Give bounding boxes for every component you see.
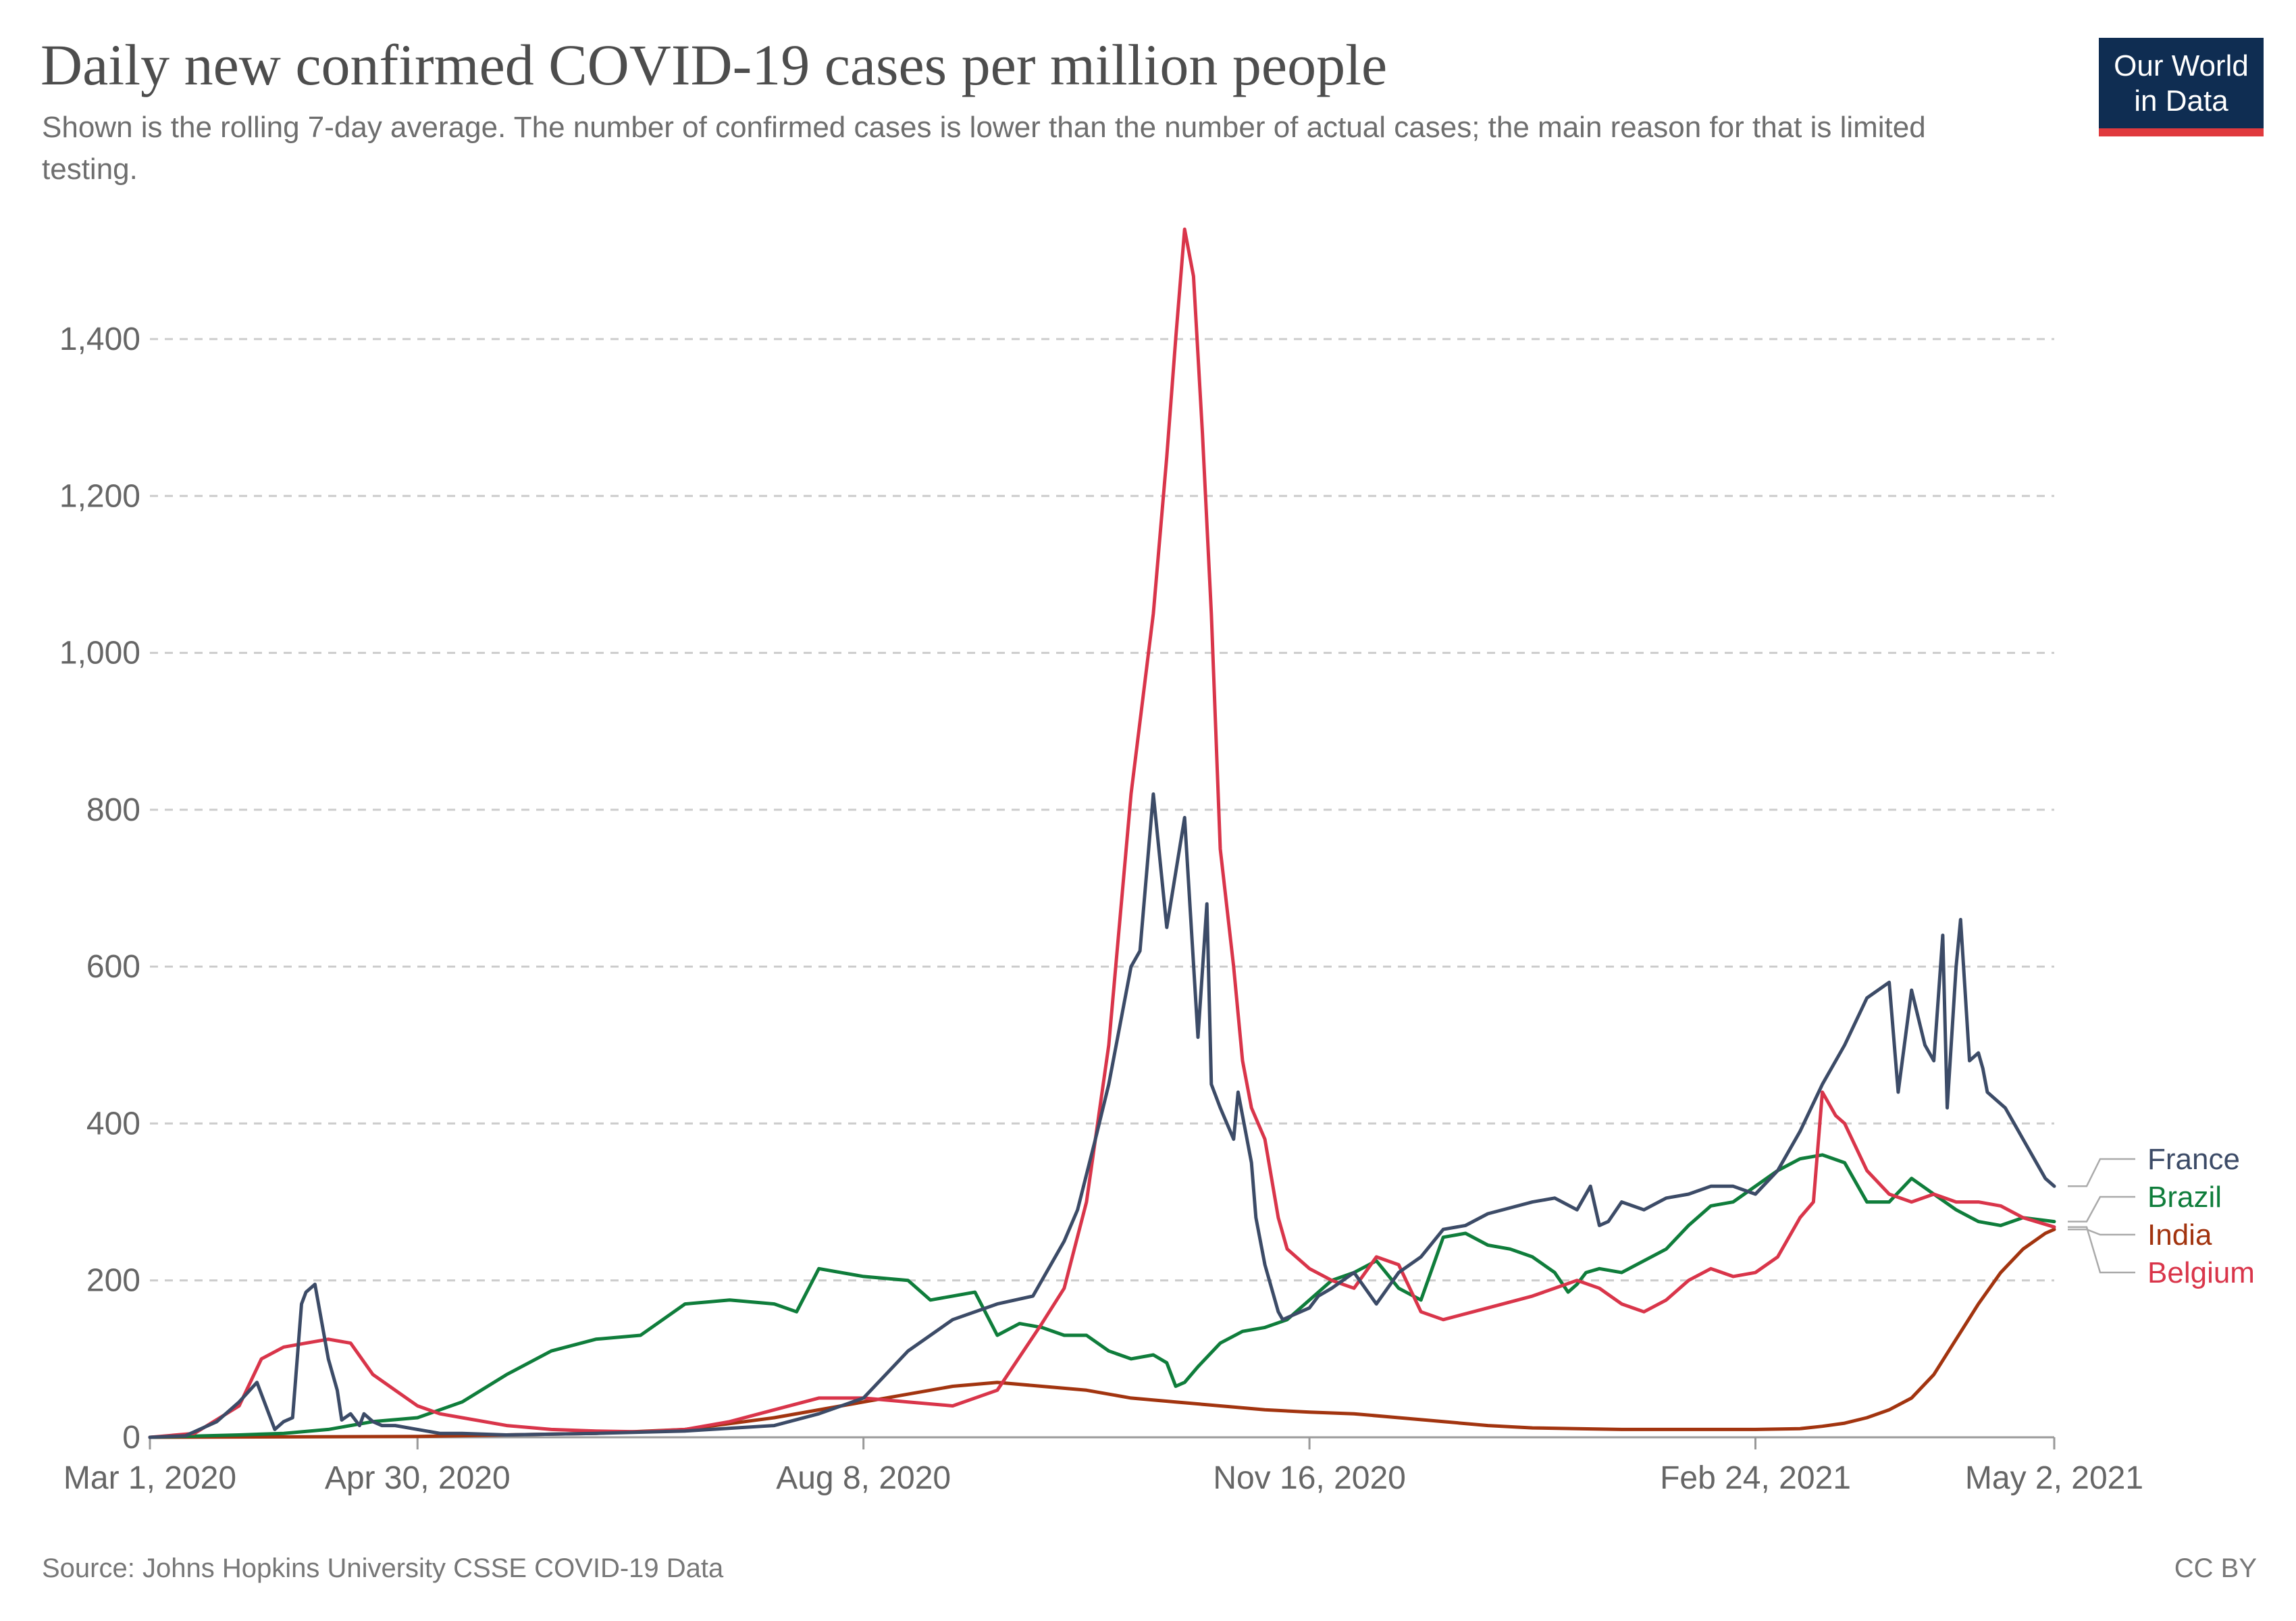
- legend-label-india[interactable]: India: [2147, 1218, 2212, 1252]
- series-line-india[interactable]: [148, 1227, 2056, 1439]
- x-tick-label: May 2, 2021: [1965, 1460, 2143, 1496]
- logo-accent-bar: [2099, 128, 2264, 136]
- series-lines: [148, 227, 2056, 1439]
- owid-logo[interactable]: Our World in Data: [2099, 38, 2264, 136]
- x-tick-label: Aug 8, 2020: [776, 1460, 951, 1496]
- x-tick-label: Mar 1, 2020: [63, 1460, 236, 1496]
- y-tick-label: 200: [86, 1263, 140, 1299]
- y-tick-label: 0: [122, 1420, 140, 1456]
- logo-line-1: Our World: [2114, 49, 2249, 82]
- legend-label-brazil[interactable]: Brazil: [2147, 1181, 2222, 1214]
- y-tick-label: 800: [86, 792, 140, 828]
- y-tick-label: 1,000: [59, 636, 140, 671]
- series-line-france[interactable]: [148, 792, 2056, 1439]
- legend-label-belgium[interactable]: Belgium: [2147, 1256, 2255, 1289]
- source-note[interactable]: Source: Johns Hopkins University CSSE CO…: [42, 1553, 724, 1583]
- legend: France Brazil India Belgium: [2068, 1143, 2255, 1289]
- y-tick-label: 1,200: [59, 478, 140, 514]
- license-note[interactable]: CC BY: [2174, 1553, 2257, 1583]
- x-axis: Mar 1, 2020 Apr 30, 2020 Aug 8, 2020 Nov 16…: [63, 1436, 2143, 1496]
- legend-label-france[interactable]: France: [2147, 1143, 2240, 1176]
- x-tick-label: Apr 30, 2020: [325, 1460, 511, 1496]
- logo-line-2: in Data: [2134, 84, 2228, 118]
- x-tick-label: Nov 16, 2020: [1213, 1460, 1406, 1496]
- legend-connector-india: [2068, 1228, 2135, 1236]
- x-tick-label: Feb 24, 2021: [1660, 1460, 1851, 1496]
- legend-connector-belgium: [2068, 1226, 2135, 1274]
- y-tick-label: 600: [86, 949, 140, 985]
- chart-subtitle: Shown is the rolling 7-day average. The …: [42, 111, 1926, 186]
- chart-title: Daily new confirmed COVID-19 cases per m…: [41, 32, 1388, 97]
- y-tick-label: 1,400: [59, 321, 140, 357]
- y-axis-ticks: 0 200 400 600 800 1,000 1,200 1,400: [59, 321, 140, 1456]
- series-line-belgium[interactable]: [148, 227, 2056, 1439]
- legend-connector-france: [2068, 1158, 2135, 1187]
- grid-lines: [150, 338, 2054, 1282]
- series-line-brazil[interactable]: [148, 1153, 2056, 1439]
- legend-connector-brazil: [2068, 1195, 2135, 1223]
- y-tick-label: 400: [86, 1106, 140, 1141]
